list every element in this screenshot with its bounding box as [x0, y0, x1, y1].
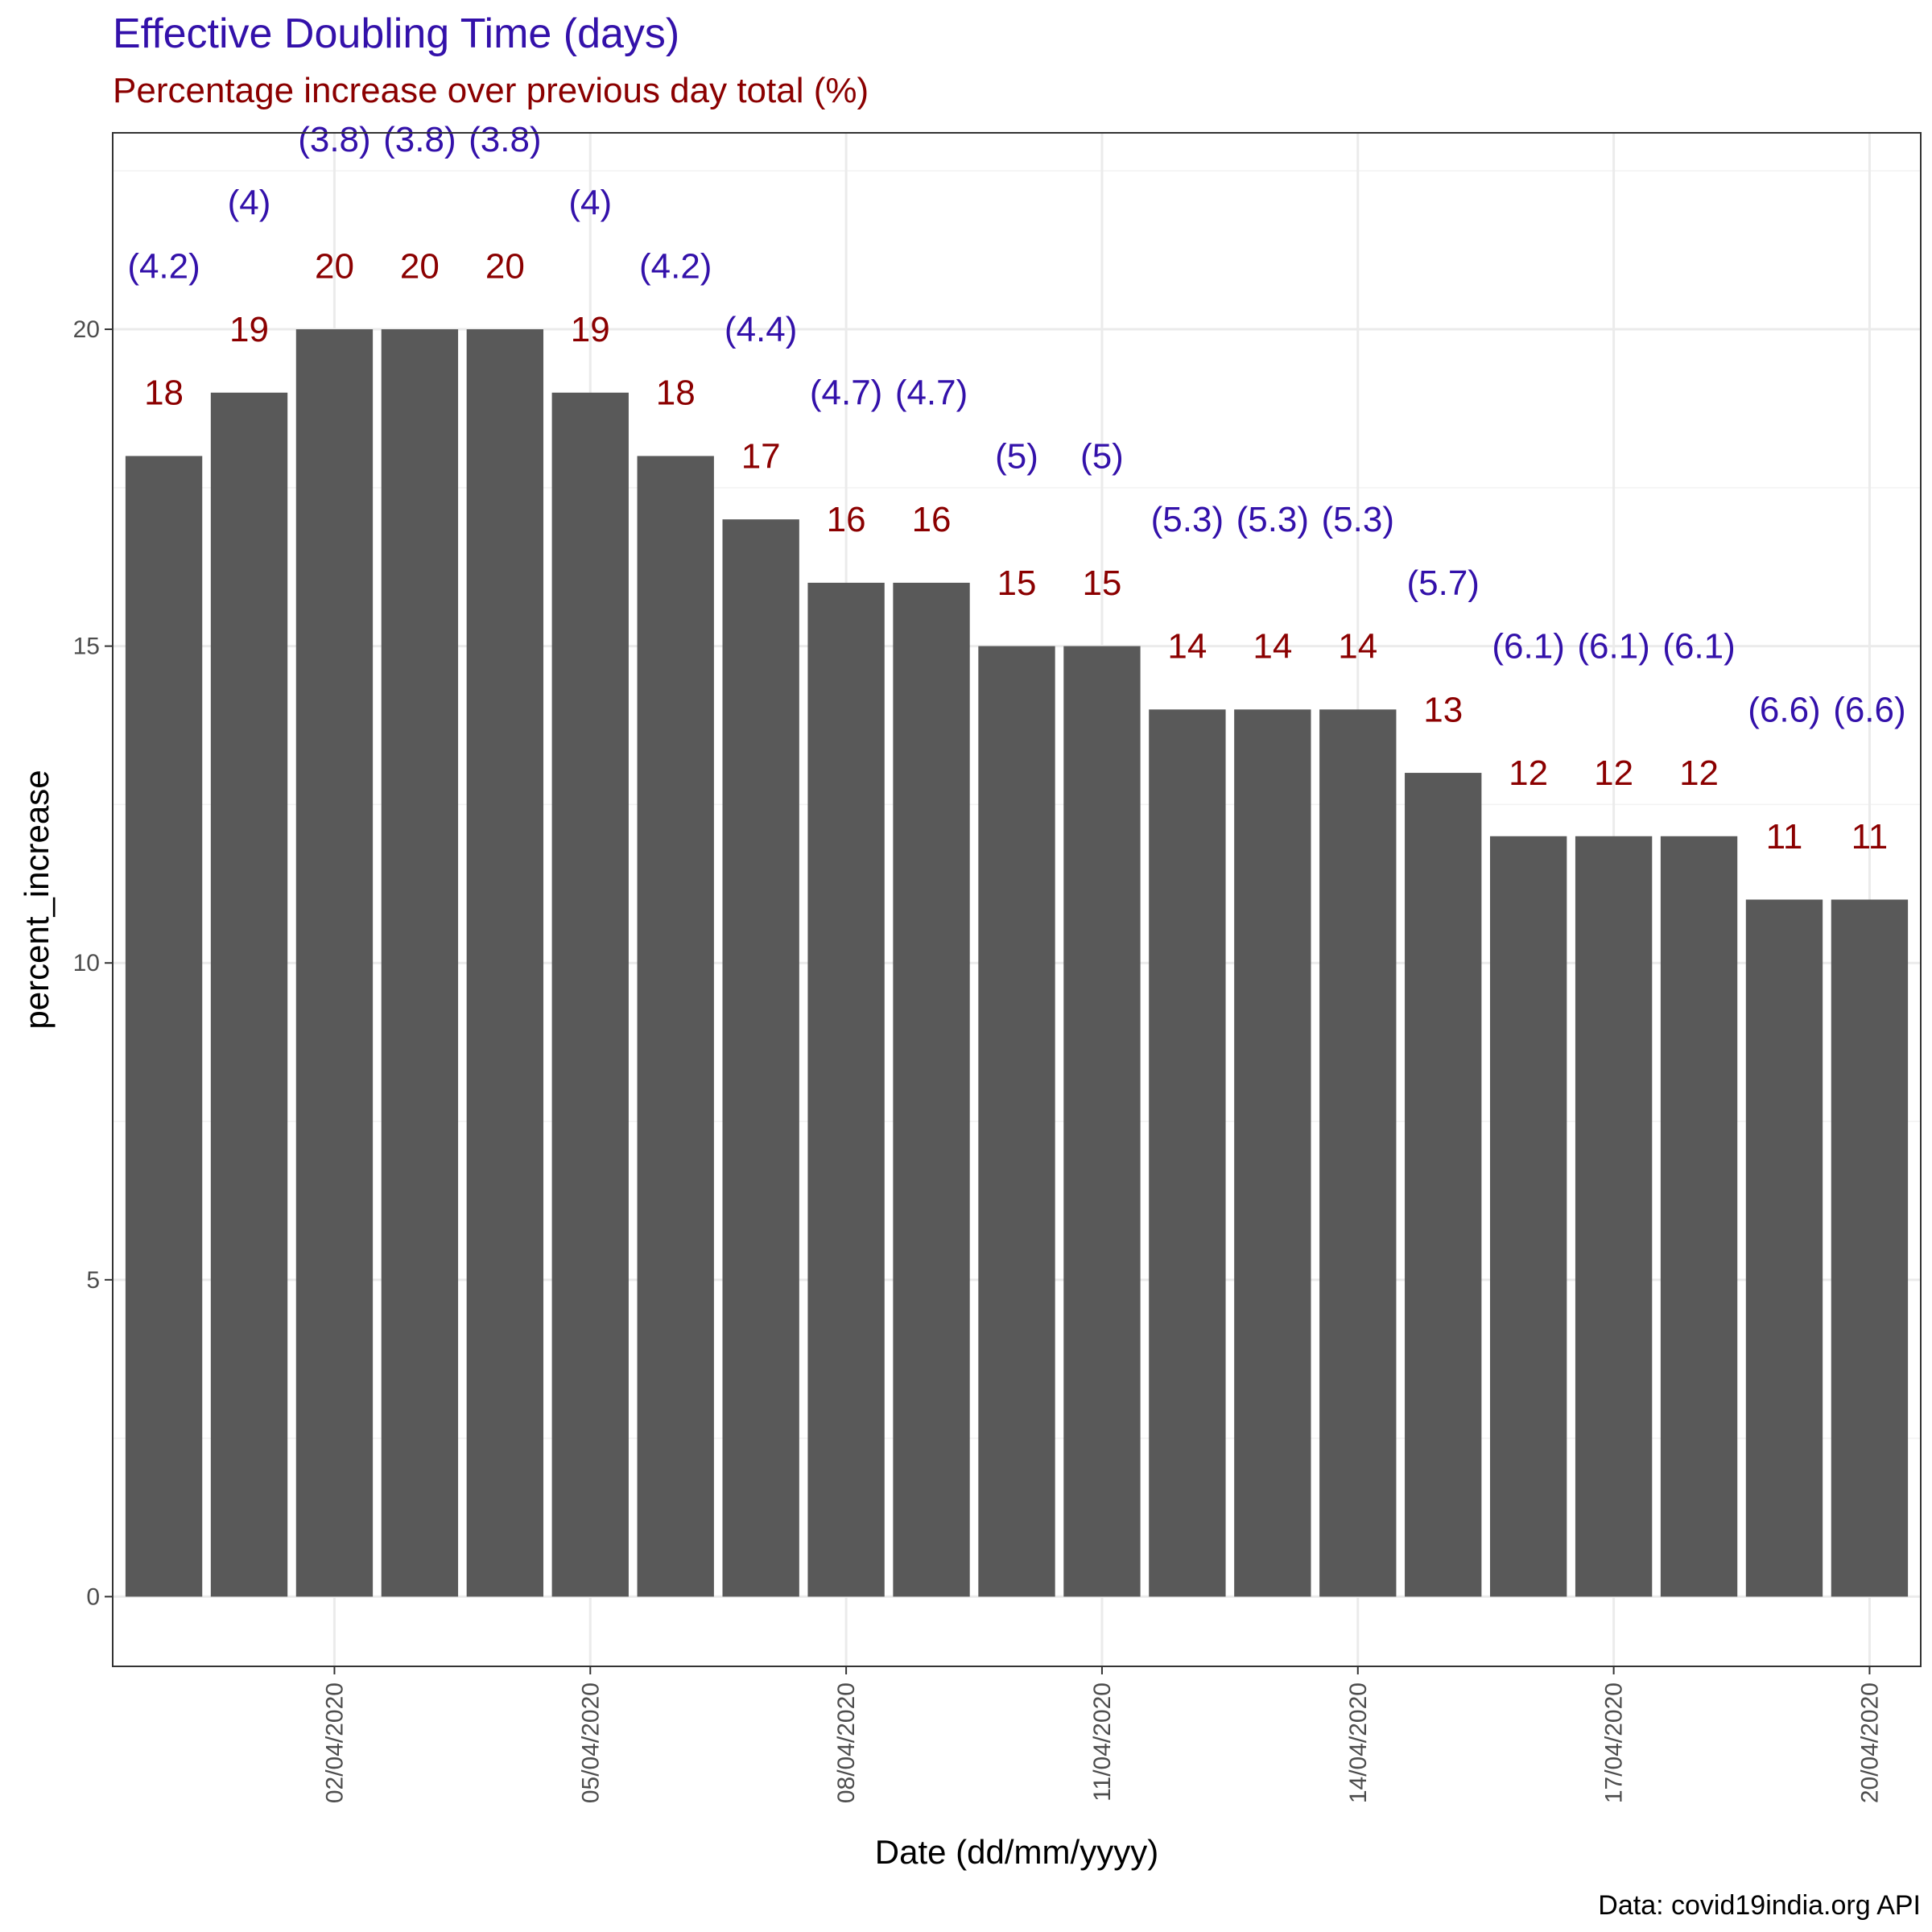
doubling-time-label: (6.6) [1833, 690, 1905, 729]
doubling-time-label: (4.7) [895, 374, 968, 413]
chart-title: Effective Doubling Time (days) [113, 10, 680, 57]
percent-label: 14 [1253, 627, 1292, 667]
doubling-time-label: (5) [995, 436, 1038, 476]
bar [1234, 709, 1311, 1597]
percent-label: 20 [315, 246, 354, 286]
doubling-time-label: (3.8) [298, 120, 370, 159]
doubling-time-label: (6.1) [1492, 627, 1564, 667]
doubling-time-label: (4.7) [810, 374, 882, 413]
bar [1489, 836, 1567, 1597]
x-tick-label: 14/04/2020 [1345, 1682, 1372, 1803]
percent-label: 18 [656, 374, 696, 413]
percent-label: 19 [571, 310, 610, 349]
y-tick-label: 10 [73, 950, 100, 976]
bar [807, 582, 885, 1597]
percent-label: 16 [827, 500, 866, 539]
percent-label: 20 [400, 246, 440, 286]
bar [551, 392, 629, 1597]
bar [1575, 836, 1653, 1597]
bar [1831, 899, 1909, 1597]
doubling-time-label: (4) [568, 184, 612, 223]
percent-label: 20 [485, 246, 525, 286]
bar [1063, 646, 1141, 1597]
bar [722, 519, 799, 1597]
y-tick-label: 0 [86, 1583, 100, 1610]
panel-border [112, 132, 1922, 1667]
data-labels-layer: 18 (4.2) 19 (4) 20 (3.8) 20 (3.8) 20 (3.8) 19 (4) 18… [127, 120, 1905, 857]
doubling-time-label: (4.2) [127, 246, 200, 286]
bar [637, 456, 714, 1597]
percent-label: 12 [1594, 753, 1633, 793]
percent-label: 11 [1766, 817, 1803, 857]
x-tick-label: 20/04/2020 [1856, 1682, 1883, 1803]
doubling-time-label: (6.1) [1577, 627, 1649, 667]
percent-label: 12 [1509, 753, 1548, 793]
bar [1745, 899, 1823, 1597]
x-axis-title: Date (dd/mm/yyyy) [875, 1833, 1158, 1871]
bar [1660, 836, 1738, 1597]
doubling-time-label: (6.1) [1662, 627, 1735, 667]
percent-label: 16 [912, 500, 952, 539]
percent-label: 11 [1852, 817, 1889, 857]
doubling-time-label: (5.3) [1322, 500, 1394, 539]
bar [1149, 709, 1226, 1597]
x-tick-label: 08/04/2020 [833, 1682, 860, 1803]
doubling-time-label: (5.7) [1406, 564, 1479, 603]
bar [381, 329, 459, 1597]
doubling-time-label: (6.6) [1748, 690, 1820, 729]
bar [466, 329, 544, 1597]
doubling-time-label: (4.2) [639, 246, 712, 286]
percent-label: 14 [1338, 627, 1377, 667]
bar [893, 582, 970, 1597]
percent-label: 15 [997, 564, 1037, 603]
doubling-time-label: (3.8) [469, 120, 541, 159]
y-tick-label: 20 [73, 316, 100, 343]
x-tick-label: 17/04/2020 [1601, 1682, 1628, 1803]
y-axis: 0 5 10 15 20 [73, 316, 113, 1610]
percent-label: 17 [741, 436, 781, 476]
x-tick-label: 11/04/2020 [1089, 1682, 1116, 1802]
percent-label: 19 [229, 310, 269, 349]
percent-label: 18 [144, 374, 184, 413]
doubling-time-label: (5.3) [1236, 500, 1309, 539]
percent-label: 13 [1423, 690, 1463, 729]
y-tick-label: 5 [86, 1267, 100, 1294]
y-axis-title: percent_increase [18, 770, 56, 1029]
bar [295, 329, 374, 1597]
x-axis: 02/04/2020 05/04/2020 08/04/2020 11/04/2020… [321, 1666, 1883, 1803]
doubling-time-label: (5) [1080, 436, 1124, 476]
doubling-time-label: (3.8) [383, 120, 456, 159]
bar [1319, 709, 1397, 1597]
percent-label: 12 [1679, 753, 1719, 793]
percent-label: 15 [1082, 564, 1121, 603]
x-tick-label: 02/04/2020 [321, 1682, 348, 1803]
chart-subtitle: Percentage increase over previous day to… [113, 71, 869, 110]
doubling-time-label: (5.3) [1151, 500, 1224, 539]
bar [978, 646, 1055, 1597]
bar [210, 392, 288, 1597]
x-tick-label: 05/04/2020 [577, 1682, 604, 1803]
percent-label: 14 [1167, 627, 1207, 667]
y-tick-label: 15 [73, 634, 100, 660]
bars-layer [125, 329, 1909, 1597]
doubling-time-label: (4) [228, 184, 271, 223]
bar [1405, 773, 1482, 1597]
bar [125, 456, 203, 1597]
data-source-caption: Data: covid19india.org API [1598, 1890, 1921, 1921]
doubling-time-label: (4.4) [724, 310, 797, 349]
